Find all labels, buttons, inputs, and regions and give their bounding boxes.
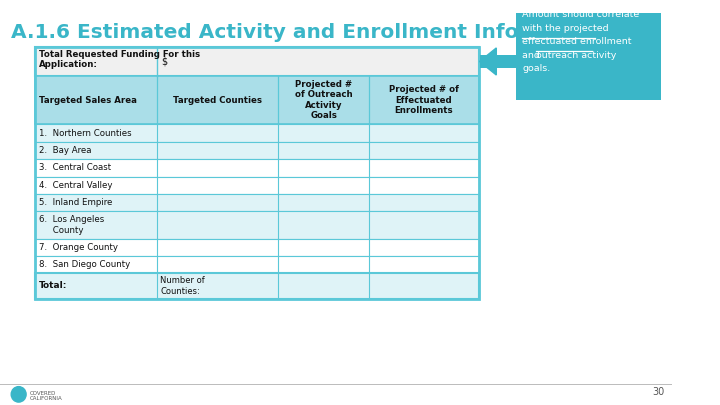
Bar (35, 239, 479, 256)
Text: COVERED: COVERED (30, 392, 56, 396)
Text: 6.  Los Angeles
     County: 6. Los Angeles County (39, 215, 104, 235)
Text: Projected # of
Effectuated
Enrollments: Projected # of Effectuated Enrollments (389, 85, 459, 115)
Bar (35, 124, 479, 142)
Bar (35, 273, 479, 298)
Text: 7.  Orange County: 7. Orange County (39, 243, 118, 252)
Text: Total Requested Funding For this
Application:: Total Requested Funding For this Applica… (39, 50, 200, 69)
Text: Number of
Counties:: Number of Counties: (161, 276, 205, 296)
Text: A.1.6 Estimated Activity and Enrollment Information: A.1.6 Estimated Activity and Enrollment … (12, 23, 608, 42)
Bar (35, 76, 479, 124)
Bar (480, 55, 531, 68)
Text: Targeted Sales Area: Targeted Sales Area (39, 96, 137, 104)
Text: 8.  San Diego County: 8. San Diego County (39, 260, 130, 269)
Text: CALIFORNIA: CALIFORNIA (30, 396, 63, 401)
Text: and: and (523, 51, 544, 60)
Text: 1.  Northern Counties: 1. Northern Counties (39, 128, 132, 138)
Bar (35, 211, 479, 239)
Bar (35, 256, 479, 273)
Bar (35, 159, 479, 177)
Bar (35, 142, 479, 159)
Text: with the projected: with the projected (523, 24, 609, 33)
Bar (35, 177, 479, 194)
Text: Requested funding: Requested funding (523, 0, 612, 6)
Bar (516, 0, 660, 100)
Text: 30: 30 (652, 387, 665, 397)
Bar (35, 47, 479, 298)
Text: Total:: Total: (39, 281, 68, 290)
Bar (35, 194, 479, 211)
Text: Targeted Counties: Targeted Counties (173, 96, 262, 104)
Polygon shape (480, 48, 496, 75)
Text: Amount should correlate: Amount should correlate (523, 10, 639, 19)
Text: goals.: goals. (523, 64, 551, 73)
Text: 4.  Central Valley: 4. Central Valley (39, 181, 113, 190)
Text: 5.  Inland Empire: 5. Inland Empire (39, 198, 112, 207)
Text: Projected #
of Outreach
Activity
Goals: Projected # of Outreach Activity Goals (295, 80, 353, 120)
Text: effectuated enrollment: effectuated enrollment (523, 37, 632, 46)
Bar (518, 68, 531, 100)
Text: outreach activity: outreach activity (536, 51, 616, 60)
Text: $: $ (161, 56, 168, 66)
Text: 2.  Bay Area: 2. Bay Area (39, 146, 91, 155)
Text: 3.  Central Coast: 3. Central Coast (39, 164, 112, 173)
Circle shape (12, 387, 26, 402)
Bar (35, 47, 479, 76)
